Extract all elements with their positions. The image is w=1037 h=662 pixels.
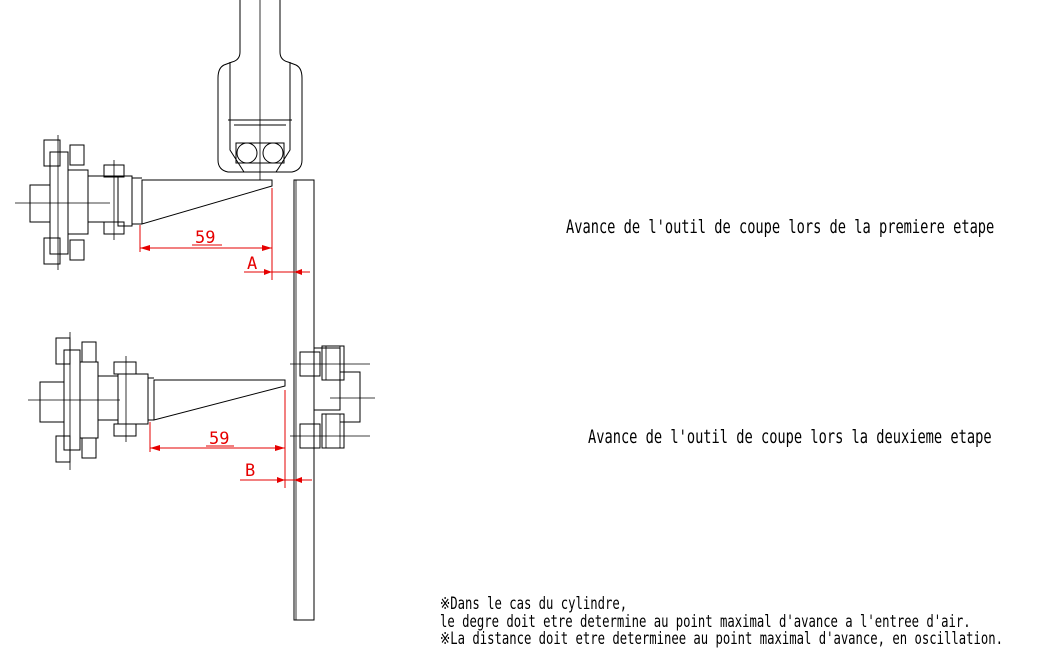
lower-dimension: 59 B	[149, 390, 312, 488]
marker-b-label: B	[245, 461, 255, 481]
note-line-2: le degre doit etre determine au point ma…	[440, 612, 971, 632]
top-tool-holder	[217, 0, 303, 180]
second-step-description: Avance de l'outil de coupe lors la deuxi…	[588, 426, 992, 448]
first-step-description: Avance de l'outil de coupe lors de la pr…	[566, 216, 995, 238]
marker-a-label: A	[247, 254, 257, 274]
plate-bolts	[290, 345, 375, 449]
note-line-1: ※Dans le cas du cylindre,	[440, 594, 628, 614]
upper-dimension: 59 A	[139, 188, 310, 280]
upper-tool-assembly	[15, 135, 273, 270]
upper-distance-label: 59	[195, 228, 215, 248]
note-line-3: ※La distance doit etre determinee au poi…	[440, 629, 1003, 649]
lower-tool-assembly	[28, 332, 286, 470]
vertical-plate	[293, 179, 315, 621]
lower-distance-label: 59	[209, 429, 229, 449]
